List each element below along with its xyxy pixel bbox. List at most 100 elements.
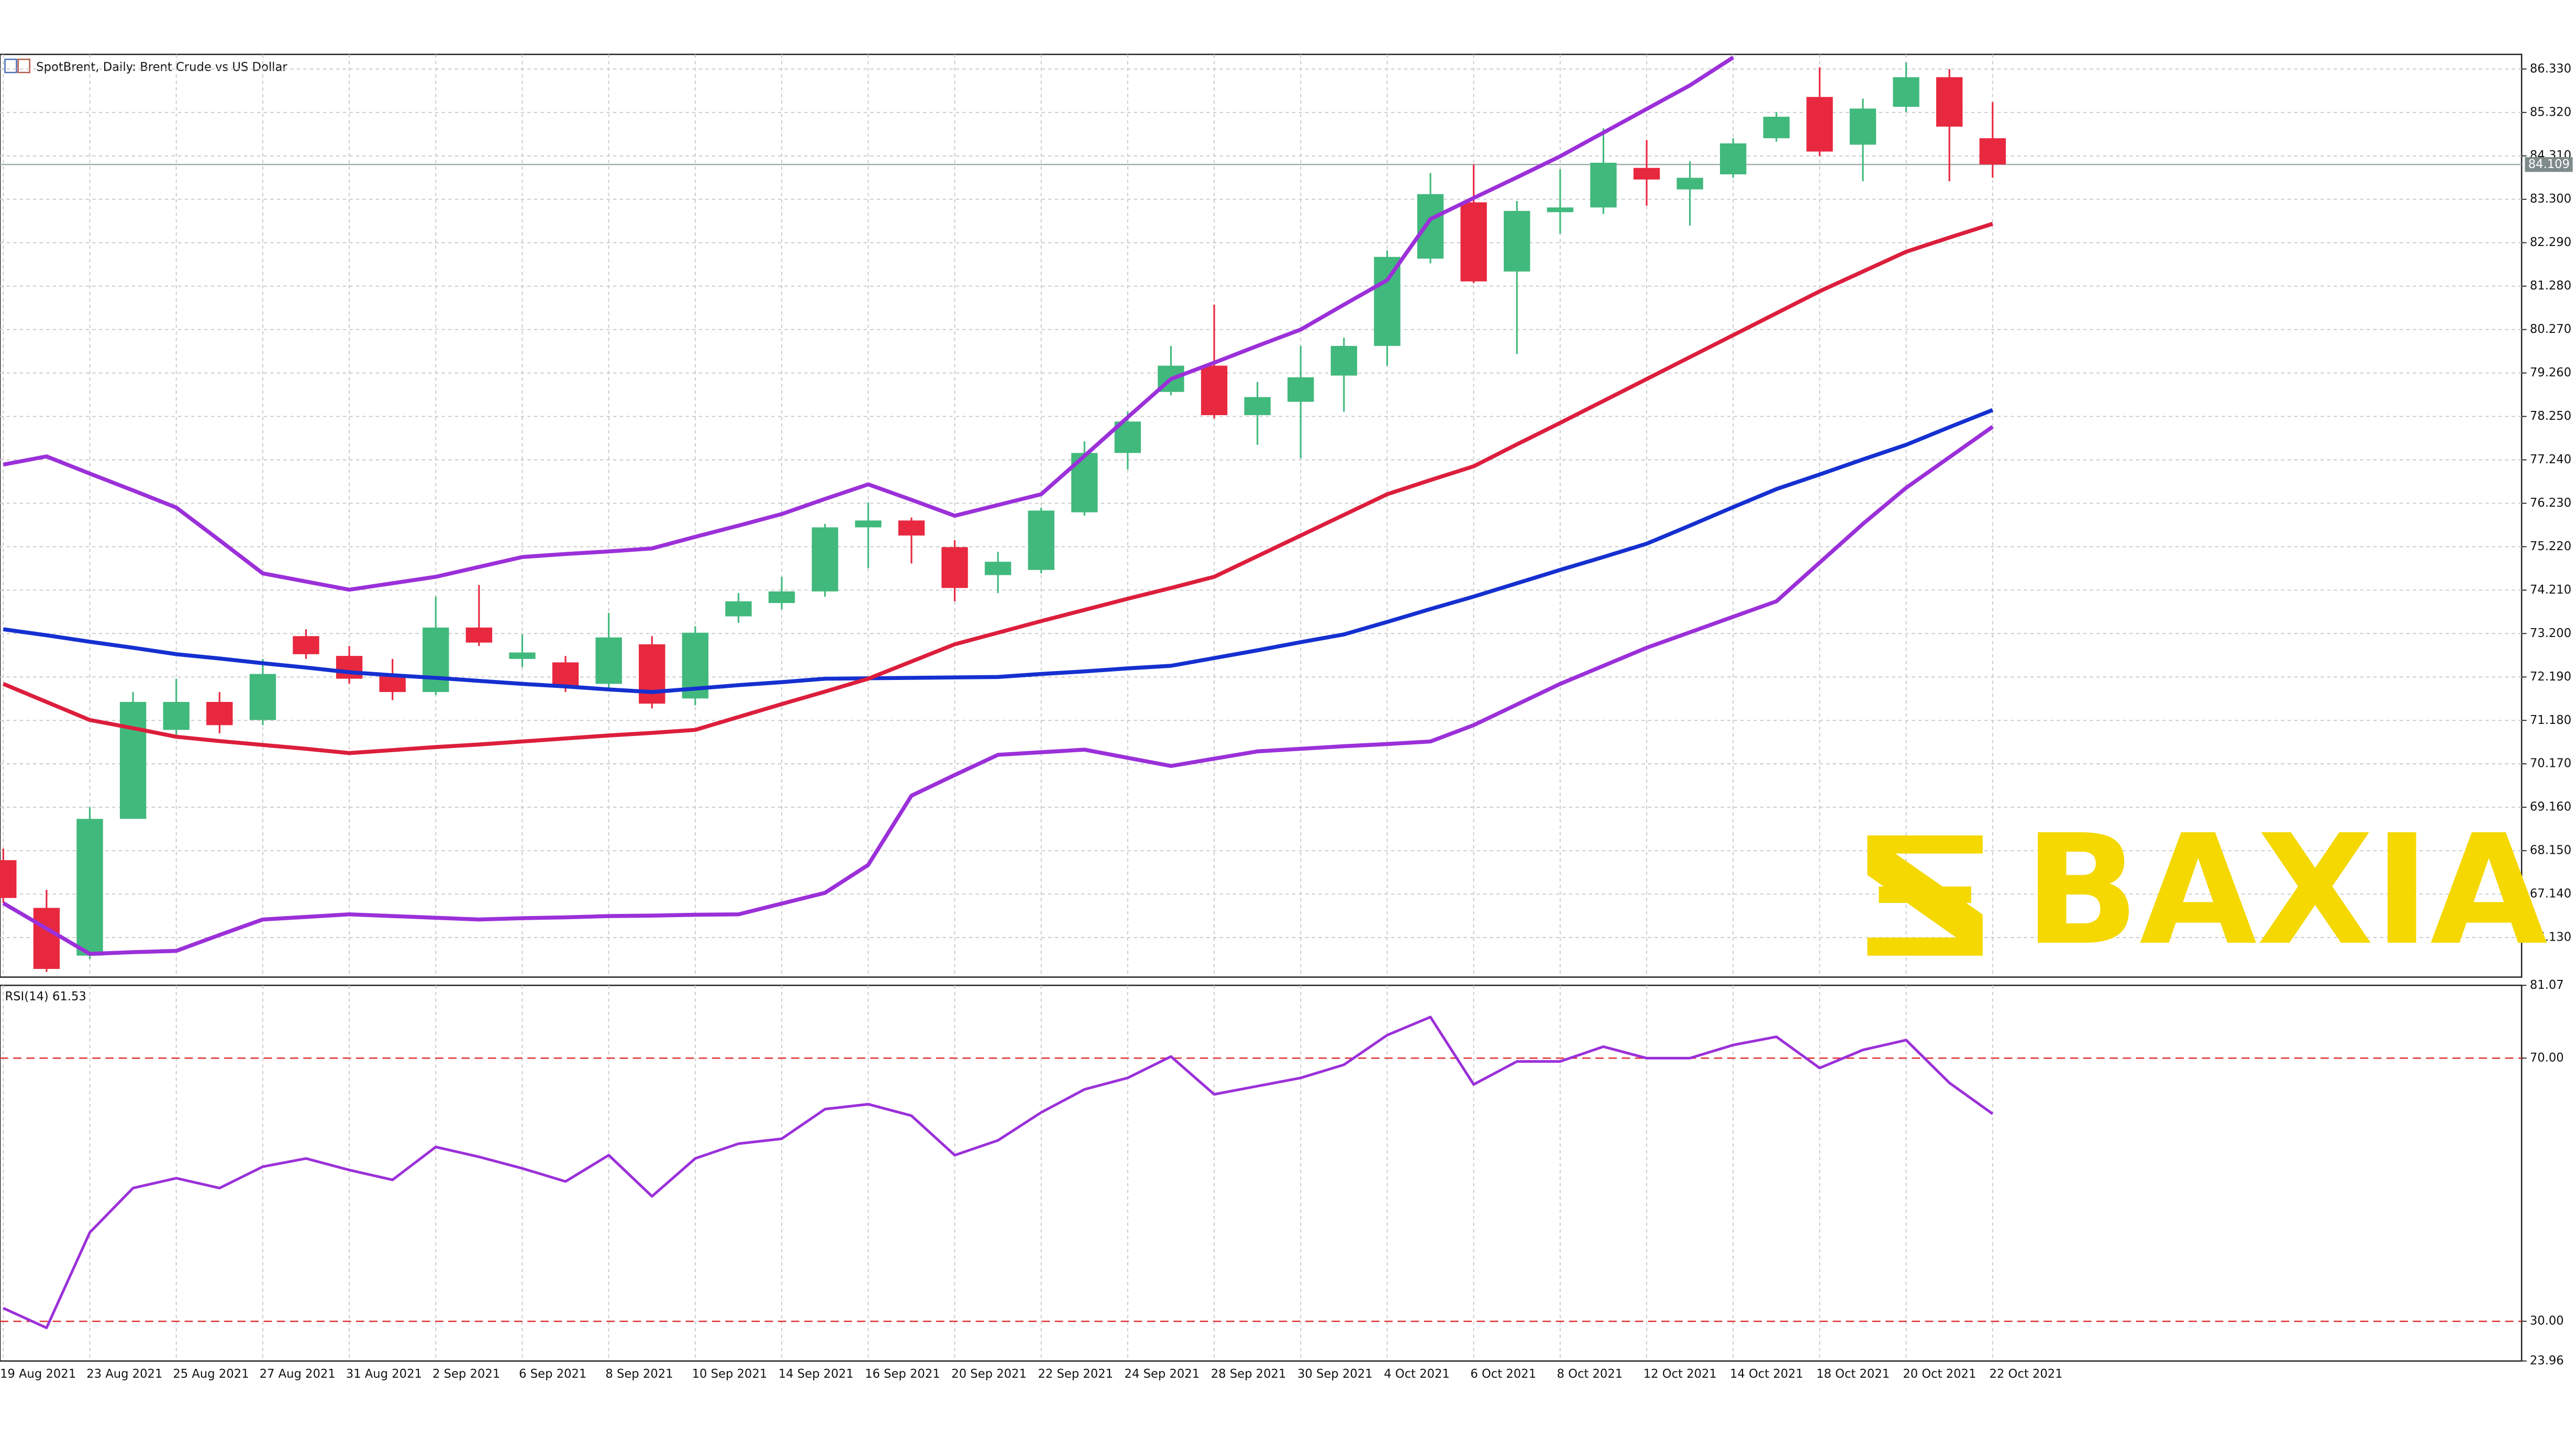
x-tick-label: 22 Oct 2021 — [1990, 1367, 2063, 1381]
candle-body — [1720, 143, 1747, 175]
candle-body — [855, 520, 882, 528]
x-tick-label: 14 Oct 2021 — [1730, 1367, 1803, 1381]
y-tick-label: 68.150 — [2530, 844, 2571, 857]
y-tick-label: 76.230 — [2530, 496, 2571, 510]
candle-body — [249, 674, 276, 720]
candle-body — [1936, 77, 1963, 127]
x-tick-label: 2 Sep 2021 — [432, 1367, 500, 1381]
indicator-line — [2, 221, 1993, 755]
indicator-line — [2, 425, 1994, 956]
candle-body — [1028, 510, 1054, 570]
y-tick-label: 70.170 — [2530, 757, 2571, 771]
candle-body — [941, 547, 968, 588]
y-tick-label: 73.200 — [2530, 627, 2571, 640]
candle-body — [1849, 108, 1877, 145]
candle-body — [1460, 202, 1487, 282]
x-tick-label: 10 Sep 2021 — [692, 1367, 768, 1381]
candle-body — [76, 819, 103, 956]
candle-body — [293, 636, 319, 654]
candle-body — [1676, 177, 1703, 189]
candle-body — [379, 675, 406, 693]
candle-body — [163, 701, 190, 730]
y-tick-label: 69.160 — [2530, 800, 2571, 814]
x-tick-label: 25 Aug 2021 — [173, 1367, 249, 1381]
candle-body — [898, 520, 925, 536]
y-tick-label: 77.240 — [2530, 453, 2571, 466]
logo-icon — [1867, 835, 1983, 956]
x-tick-label: 12 Oct 2021 — [1644, 1367, 1717, 1381]
candle-body — [768, 591, 795, 604]
y-tick-label: 75.220 — [2530, 540, 2571, 553]
y-tick-label: 85.320 — [2530, 105, 2571, 119]
indicator-line — [3, 1015, 1994, 1330]
y-tick-label: 71.180 — [2530, 713, 2571, 727]
candle-body — [1287, 377, 1314, 402]
y-tick-label: 83.300 — [2530, 192, 2571, 206]
y-tick-label: 70.00 — [2530, 1051, 2564, 1065]
y-tick-label: 86.330 — [2530, 62, 2571, 75]
candle-body — [1504, 210, 1530, 272]
x-tick-label: 24 Sep 2021 — [1125, 1367, 1200, 1381]
chart-title: SpotBrent, Daily: Brent Crude vs US Doll… — [36, 61, 287, 74]
candle-body — [552, 662, 579, 687]
candle-body — [1417, 194, 1444, 259]
x-tick-label: 22 Sep 2021 — [1038, 1367, 1113, 1381]
y-tick-label: 81.280 — [2530, 279, 2571, 293]
y-tick-label: 67.140 — [2530, 887, 2571, 901]
y-tick-label: 79.260 — [2530, 366, 2571, 380]
y-tick-label: 74.210 — [2530, 583, 2571, 597]
candle-body — [1590, 162, 1617, 208]
candle-body — [206, 701, 233, 726]
x-tick-label: 27 Aug 2021 — [260, 1367, 336, 1381]
candle-body — [639, 644, 665, 704]
price-box — [2525, 157, 2573, 172]
candle-body — [1979, 138, 2006, 165]
price-label: 84.109 — [2528, 158, 2570, 171]
x-tick-label: 30 Sep 2021 — [1297, 1367, 1373, 1381]
candle-body — [465, 627, 493, 643]
watermark: BAXIA — [2024, 802, 2548, 979]
x-tick-label: 19 Aug 2021 — [0, 1367, 76, 1381]
x-tick-label: 31 Aug 2021 — [346, 1367, 422, 1381]
y-tick-label: 80.270 — [2530, 322, 2571, 336]
rsi-frame — [0, 985, 2523, 1362]
x-tick-label: 18 Oct 2021 — [1816, 1367, 1890, 1381]
main-frame — [0, 53, 2523, 978]
icon — [4, 59, 17, 73]
candle-body — [1806, 97, 1833, 152]
x-tick-label: 23 Aug 2021 — [86, 1367, 162, 1381]
y-tick-label: 66.130 — [2530, 931, 2571, 944]
candle-body — [1201, 365, 1228, 416]
x-tick-label: 8 Oct 2021 — [1557, 1367, 1623, 1381]
y-tick-label: 81.07 — [2530, 978, 2564, 992]
x-tick-label: 28 Sep 2021 — [1211, 1367, 1286, 1381]
candle-body — [1244, 397, 1271, 416]
x-tick-label: 6 Oct 2021 — [1470, 1367, 1536, 1381]
y-tick-label: 72.190 — [2530, 670, 2571, 684]
x-tick-label: 4 Oct 2021 — [1384, 1367, 1450, 1381]
rsi-title: RSI(14) 61.53 — [5, 990, 86, 1003]
candle-body — [595, 637, 622, 684]
candle-body — [33, 908, 60, 969]
y-tick-label: 78.250 — [2530, 409, 2571, 423]
candle-body — [336, 656, 363, 679]
x-tick-label: 8 Sep 2021 — [605, 1367, 673, 1381]
x-tick-label: 20 Sep 2021 — [951, 1367, 1027, 1381]
x-tick-label: 14 Sep 2021 — [779, 1367, 854, 1381]
y-tick-label: 30.00 — [2530, 1314, 2564, 1328]
y-tick-label: 23.96 — [2530, 1354, 2564, 1368]
indicator-line — [3, 55, 1735, 592]
candle-body — [984, 562, 1012, 575]
indicator-line — [3, 408, 1994, 694]
candle-body — [423, 627, 449, 693]
candle-body — [1763, 117, 1790, 139]
y-tick-label: 82.290 — [2530, 236, 2571, 249]
x-tick-label: 20 Oct 2021 — [1903, 1367, 1976, 1381]
candle-body — [1893, 77, 1919, 107]
candle-body — [1330, 345, 1358, 376]
candle-body — [812, 527, 838, 591]
candle-body — [0, 860, 17, 898]
x-tick-label: 16 Sep 2021 — [865, 1367, 940, 1381]
